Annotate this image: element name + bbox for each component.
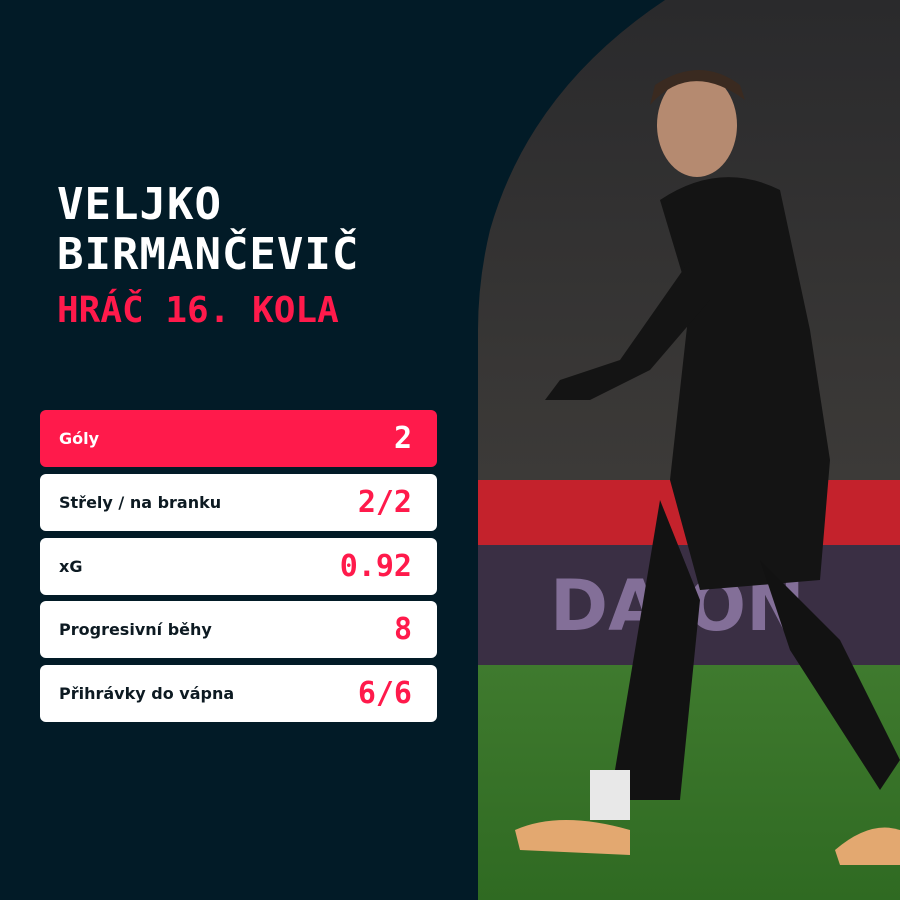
stat-value: 8	[393, 612, 412, 647]
stat-row-xg: xG 0.92	[40, 538, 437, 595]
stat-label: xG	[59, 557, 83, 576]
stat-row-goals: Góly 2	[40, 410, 437, 467]
stat-label: Góly	[59, 429, 100, 448]
stat-label: Střely / na branku	[59, 493, 222, 512]
stat-row-box-passes: Přihrávky do vápna 6/6	[40, 665, 437, 722]
stat-row-progressive-runs: Progresivní běhy 8	[40, 601, 437, 658]
stat-row-shots: Střely / na branku 2/2	[40, 474, 437, 531]
stat-value: 0.92	[339, 549, 412, 584]
stat-label: Progresivní běhy	[59, 620, 212, 639]
stat-label: Přihrávky do vápna	[59, 684, 235, 703]
stat-value: 2/2	[357, 485, 412, 520]
player-first-name: VELJKO	[57, 179, 222, 230]
stat-value: 6/6	[357, 676, 412, 711]
award-title: HRÁČ 16. KOLA	[57, 290, 339, 331]
stat-value: 2	[393, 421, 412, 456]
player-last-name: BIRMANČEVIČ	[57, 229, 360, 280]
